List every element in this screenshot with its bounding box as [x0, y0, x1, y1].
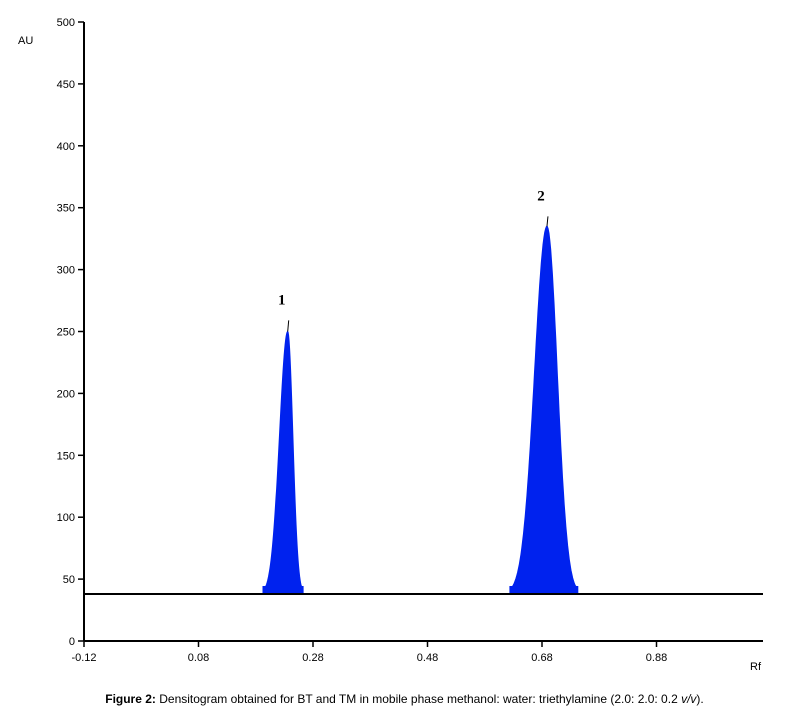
- y-tick-label: 500: [57, 17, 75, 29]
- y-tick-label: 450: [57, 79, 75, 91]
- x-tick-label: 0.88: [646, 652, 667, 664]
- y-tick-label: 300: [57, 265, 75, 277]
- y-tick-label: 200: [57, 388, 75, 400]
- y-tick-label: 50: [63, 574, 75, 586]
- x-tick-label: 0.68: [531, 652, 552, 664]
- x-tick-label: 0.08: [188, 652, 209, 664]
- x-axis-label: Rf: [750, 661, 762, 673]
- caption-end: ).: [696, 692, 704, 706]
- y-tick-label: 400: [57, 141, 75, 153]
- caption-figure-number: Figure 2:: [105, 692, 156, 706]
- peak-1-label: 1: [278, 292, 286, 308]
- y-tick-label: 250: [57, 327, 75, 339]
- peak-2-tip: [546, 216, 549, 227]
- y-tick-label: 150: [57, 450, 75, 462]
- x-tick-label: 0.48: [417, 652, 438, 664]
- axes: [83, 22, 763, 642]
- caption-text: Densitogram obtained for BT and TM in mo…: [155, 692, 682, 706]
- y-axis-ticks: 0 50 100 150 200 250 300 350 400 450 500: [57, 17, 84, 648]
- peak-2-area: [509, 225, 579, 595]
- y-axis-label: AU: [18, 35, 33, 47]
- peak-1-tip: [287, 320, 290, 332]
- figure-caption: Figure 2: Densitogram obtained for BT an…: [0, 692, 809, 706]
- x-tick-label: 0.28: [302, 652, 323, 664]
- y-tick-label: 0: [69, 636, 75, 648]
- y-tick-label: 350: [57, 203, 75, 215]
- x-tick-label: -0.12: [71, 652, 96, 664]
- x-axis-ticks: -0.12 0.08 0.28 0.48 0.68 0.88: [71, 641, 667, 664]
- plot-marks: 12: [84, 188, 763, 595]
- y-tick-label: 100: [57, 512, 75, 524]
- peak-1-area: [262, 330, 304, 595]
- peak-2-label: 2: [537, 188, 545, 204]
- caption-italic: v/v: [681, 692, 697, 706]
